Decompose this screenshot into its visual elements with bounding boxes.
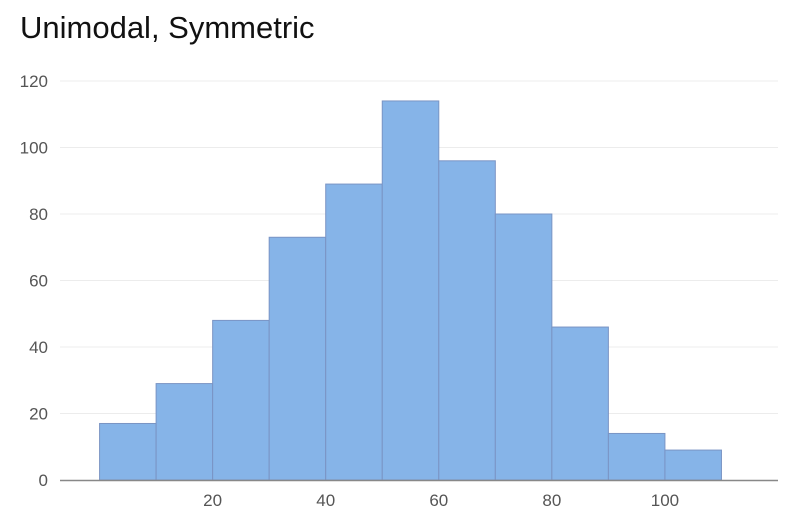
x-tick-label-100: 100 xyxy=(651,491,679,510)
bar-50-60 xyxy=(381,100,440,481)
bar-30-40 xyxy=(268,236,327,481)
bar-40-50 xyxy=(325,183,383,481)
bar-70-80 xyxy=(494,213,553,481)
y-tick-label-120: 120 xyxy=(20,72,48,91)
histogram-bars xyxy=(99,100,722,481)
x-tick-label-40: 40 xyxy=(316,491,335,510)
y-tick-label-0: 0 xyxy=(39,471,48,490)
x-axis-tick-labels: 20 40 60 80 100 xyxy=(203,491,679,510)
y-tick-label-40: 40 xyxy=(29,338,48,357)
y-tick-label-20: 20 xyxy=(29,405,48,424)
y-tick-label-80: 80 xyxy=(29,205,48,224)
bar-10-20 xyxy=(155,383,214,481)
x-tick-label-20: 20 xyxy=(203,491,222,510)
x-tick-label-60: 60 xyxy=(429,491,448,510)
chart-title: Unimodal, Symmetric xyxy=(20,10,315,45)
bar-0-10 xyxy=(99,422,157,481)
y-tick-label-60: 60 xyxy=(29,272,48,291)
bar-20-30 xyxy=(212,319,270,481)
x-tick-label-80: 80 xyxy=(542,491,561,510)
y-axis-tick-labels: 0 20 40 60 80 100 120 xyxy=(20,72,48,490)
bar-100-110 xyxy=(664,449,722,481)
y-tick-label-100: 100 xyxy=(20,139,48,158)
bar-90-100 xyxy=(607,432,666,481)
bar-80-90 xyxy=(551,326,609,481)
bar-60-70 xyxy=(438,160,496,481)
